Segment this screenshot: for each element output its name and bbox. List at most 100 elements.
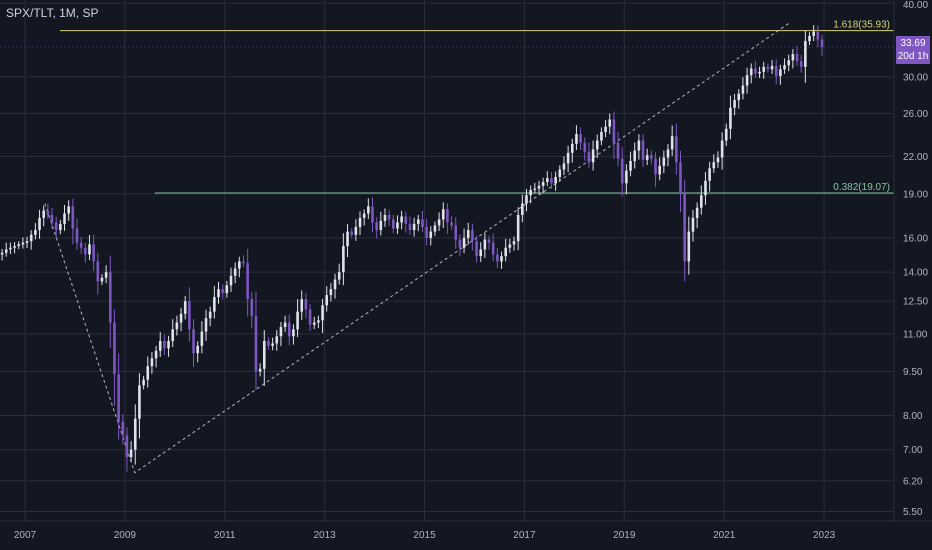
candle-body — [483, 239, 487, 250]
candle-body — [100, 277, 104, 282]
candle-body — [687, 231, 691, 262]
candle-body — [362, 213, 366, 218]
candle-body — [63, 213, 66, 224]
candle-body — [579, 134, 582, 143]
candle-body — [346, 231, 349, 247]
candle-body — [695, 207, 699, 218]
y-tick-label: 11.00 — [903, 329, 928, 340]
y-tick-label: 14.00 — [903, 268, 928, 279]
candle-body — [34, 230, 37, 235]
candle-body — [96, 261, 100, 282]
candle-body — [138, 385, 141, 419]
price-axis-background — [894, 0, 932, 550]
candle-body — [666, 149, 670, 158]
y-tick-label: 8.00 — [903, 411, 923, 422]
candle-body — [225, 285, 229, 294]
candle-body — [13, 246, 16, 248]
candle-body — [304, 299, 308, 310]
y-tick-label: 26.00 — [903, 109, 928, 120]
candle-body — [208, 311, 212, 319]
candle-body — [604, 126, 607, 132]
candle-body — [429, 231, 433, 238]
candle-body — [500, 256, 503, 262]
fib-level-label: 1.618(35.93) — [833, 20, 890, 31]
candle-body — [416, 219, 420, 224]
candle-body — [691, 217, 695, 232]
candle-body — [466, 230, 470, 238]
candle-body — [475, 241, 478, 257]
x-tick-label: 2019 — [613, 530, 636, 541]
candle-body — [258, 368, 262, 372]
candle-body — [221, 289, 224, 294]
candle-body — [396, 222, 399, 229]
time-axis-background — [0, 521, 932, 550]
candle-body — [629, 161, 632, 171]
candle-body — [246, 263, 249, 300]
candle-body — [88, 244, 91, 255]
candle-body — [38, 217, 41, 231]
candle-body — [267, 341, 270, 346]
candle-body — [587, 151, 591, 163]
candle-body — [67, 206, 70, 214]
candle-body — [183, 301, 187, 314]
candle-body — [683, 193, 686, 262]
candle-body — [229, 275, 233, 286]
candle-body — [516, 214, 520, 242]
candle-body — [333, 279, 337, 290]
candle-body — [595, 140, 599, 150]
candle-body — [179, 313, 183, 323]
candle-body — [175, 322, 179, 330]
candle-body — [129, 449, 133, 458]
candle-body — [300, 299, 304, 312]
y-tick-label: 16.00 — [903, 233, 928, 244]
candle-body — [262, 341, 266, 369]
candle-body — [454, 225, 458, 240]
candle-body — [608, 119, 612, 127]
candle-body — [487, 239, 491, 243]
candle-body — [491, 242, 495, 255]
candle-body — [816, 31, 820, 40]
x-tick-label: 2017 — [513, 530, 536, 541]
candle-body — [720, 140, 724, 158]
candle-body — [146, 366, 150, 380]
candle-body — [308, 309, 312, 325]
candle-body — [25, 241, 29, 243]
fib-level-label: 0.382(19.07) — [833, 182, 890, 193]
trend-line[interactable] — [44, 22, 790, 474]
candle-body — [625, 170, 628, 184]
candle-body — [400, 216, 403, 223]
candle-body — [283, 322, 287, 328]
time-axis[interactable]: 2007 2009 2011 2013 2015 2017 2019 2021 2023 — [14, 530, 836, 541]
candle-body — [521, 203, 524, 215]
candle-body — [733, 100, 736, 108]
symbol-title[interactable]: SPX/TLT, 1M, SP — [6, 6, 99, 20]
price-axis[interactable]: 40.00 30.00 26.00 22.00 19.00 16.00 14.00 12.50… — [903, 0, 928, 518]
candle-body — [42, 210, 45, 218]
candle-body — [562, 163, 566, 170]
candle-body — [404, 216, 408, 224]
candle-body — [612, 119, 616, 143]
grid-lines — [0, 0, 894, 521]
candle-body — [758, 71, 761, 74]
candle-body — [125, 435, 129, 458]
candle-body — [387, 214, 391, 220]
fib-levels: 1.618(35.93) 0.382(19.07) — [59, 20, 894, 194]
candle-body — [113, 322, 116, 375]
candle-body — [712, 162, 716, 169]
candle-body — [820, 39, 824, 48]
candle-body — [704, 180, 707, 196]
candle-body — [250, 299, 254, 316]
candle-body — [787, 60, 790, 66]
candle-body — [46, 210, 50, 215]
candle-body — [741, 85, 745, 94]
y-tick-label: 22.00 — [903, 152, 928, 163]
y-tick-label: 30.00 — [903, 72, 928, 83]
candle-body — [541, 182, 545, 186]
x-tick-label: 2023 — [813, 530, 836, 541]
candle-body — [121, 422, 125, 436]
candle-body — [383, 214, 387, 221]
candle-body — [791, 54, 795, 61]
y-tick-label: 40.00 — [903, 0, 928, 11]
